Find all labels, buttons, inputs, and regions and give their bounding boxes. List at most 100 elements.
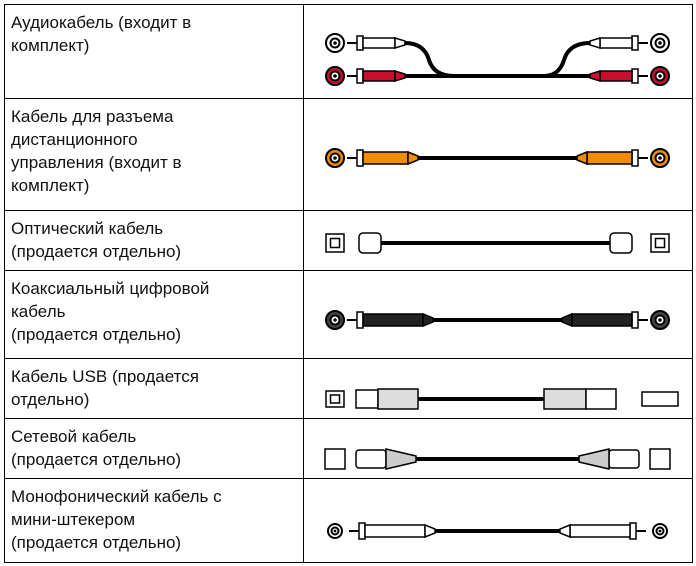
text-line: управления (входит в: [11, 153, 182, 172]
cable-name: Кабель USB (продается отдельно): [4, 358, 304, 419]
text-line: (продается отдельно): [11, 533, 182, 552]
cable-name: Аудиокабель (входит в комплект): [4, 4, 304, 99]
jack-pin: [658, 318, 662, 322]
text-line: Коаксиальный цифровой: [11, 279, 210, 298]
cable-name: Сетевой кабель (продается отдельно): [4, 418, 304, 479]
text-line: Кабель USB (продается: [11, 367, 199, 386]
cable-illustration: [325, 388, 679, 410]
cable-image-cell: [303, 4, 693, 99]
plug-boot: [422, 312, 434, 328]
plug-boot: [576, 150, 588, 166]
plug-body: [377, 388, 419, 410]
cable-illustration: [325, 232, 670, 254]
row: Монофонический кабель с мини-штекером (про…: [4, 478, 693, 563]
boot: [385, 448, 417, 470]
row: Аудиокабель (входит в комплект): [4, 4, 693, 99]
plug-boot: [424, 523, 436, 539]
plug-body: [599, 37, 633, 49]
cable-name: Кабель для разъема дистанционного управлен…: [4, 98, 304, 211]
text-line: мини-штекером: [11, 510, 136, 529]
plug-body: [599, 70, 633, 82]
text-line: (продается отдельно): [11, 450, 182, 469]
plug-boot: [561, 312, 573, 328]
plug-collar: [631, 68, 639, 84]
text-line: дистанционного: [11, 130, 138, 149]
text-line: Аудиокабель (входит в: [11, 13, 192, 32]
text-line: Монофонический кабель с: [11, 487, 222, 506]
text-line: отдельно): [11, 390, 90, 409]
jack-pin: [333, 318, 337, 322]
jack-pin: [333, 41, 337, 45]
text-line: комплект): [11, 36, 90, 55]
plug-collar: [356, 149, 364, 167]
plug-body: [362, 151, 409, 165]
plug-boot: [559, 523, 571, 539]
plug-boot: [394, 69, 406, 83]
usb-a: [585, 388, 617, 410]
text-line: Кабель для разъема: [11, 107, 174, 126]
text-line: (продается отдельно): [11, 242, 182, 261]
plug-boot: [589, 36, 601, 50]
cable: [404, 41, 591, 78]
boot: [578, 448, 610, 470]
text-line: Оптический кабель: [11, 219, 164, 238]
plug-collar: [631, 149, 639, 167]
jack-pin: [333, 74, 337, 78]
plug: [609, 232, 633, 254]
cable-illustration: [325, 148, 670, 168]
plug-body: [586, 151, 633, 165]
plug-boot: [407, 150, 419, 166]
cable-table: Аудиокабель (входит в комплект) Кабель для…: [4, 4, 693, 563]
plug-collar: [356, 35, 364, 51]
row: Кабель для разъема дистанционного управлен…: [4, 98, 693, 211]
cable-image-cell: [303, 418, 693, 479]
plug-boot: [394, 36, 406, 50]
plug-collar: [356, 311, 364, 329]
plug-body: [362, 37, 396, 49]
plug-body: [364, 524, 426, 538]
cable-image-cell: [303, 98, 693, 211]
port: [324, 448, 346, 470]
plug-collar: [629, 522, 637, 540]
cable-image-cell: [303, 478, 693, 563]
jack-pin: [658, 156, 662, 160]
plug-collar: [356, 68, 364, 84]
plug-collar: [631, 35, 639, 51]
port: [649, 448, 671, 470]
row: Кабель USB (продается отдельно): [4, 358, 693, 419]
plug-collar: [358, 522, 366, 540]
cable-image-cell: [303, 210, 693, 271]
row: Коаксиальный цифровой кабель (продается от…: [4, 270, 693, 359]
cable-illustration: [325, 310, 670, 330]
cable-image-cell: [303, 358, 693, 419]
port-inner: [329, 394, 341, 404]
cable-illustration: [324, 448, 671, 470]
jack-pin: [658, 529, 662, 533]
plug-body: [543, 388, 587, 410]
jack-pin: [333, 156, 337, 160]
cable-illustration: [325, 33, 670, 86]
rj45: [355, 449, 387, 469]
row: Сетевой кабель (продается отдельно): [4, 418, 693, 479]
port-inner: [654, 237, 666, 249]
plug-body: [571, 313, 633, 327]
plug-collar: [631, 311, 639, 329]
text-line: Сетевой кабель: [11, 427, 137, 446]
plug-boot: [589, 69, 601, 83]
text-line: комплект): [11, 176, 90, 195]
text-line: (продается отдельно): [11, 325, 182, 344]
cable-image-cell: [303, 270, 693, 359]
plug-body: [569, 524, 631, 538]
row: Оптический кабель (продается отдельно): [4, 210, 693, 271]
plug-body: [362, 70, 396, 82]
plug: [358, 232, 382, 254]
jack-pin: [658, 41, 662, 45]
cable-name: Коаксиальный цифровой кабель (продается от…: [4, 270, 304, 359]
port-inner: [329, 237, 341, 249]
rj45: [608, 449, 640, 469]
jack-pin: [333, 529, 337, 533]
cable-name: Монофонический кабель с мини-штекером (про…: [4, 478, 304, 563]
cable-illustration: [327, 522, 668, 540]
plug-body: [362, 313, 424, 327]
cable-name: Оптический кабель (продается отдельно): [4, 210, 304, 271]
